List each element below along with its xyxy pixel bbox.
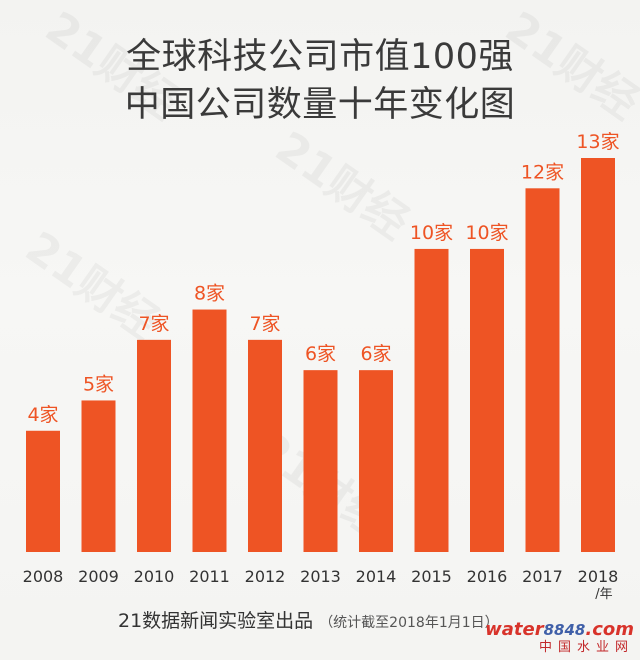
data-label-2018: 13家 <box>576 131 619 153</box>
site-watermark-logo: water8848.com 中国水业网 <box>485 619 634 655</box>
bar-2009 <box>81 400 116 552</box>
bar-chart: 4家 2008 5家 2009 7家 2010 8家 2011 7家 2012 6家 2013 6家 20… <box>23 131 620 600</box>
x-tick-label-2013: 2013 <box>300 567 341 586</box>
bar-2016 <box>470 248 504 552</box>
chart-title-line-1: 全球科技公司市值100强 <box>126 37 514 77</box>
chart-footer: 21数据新闻实验室出品 （统计截至2018年1月1日） <box>118 606 499 633</box>
date-note: （统计截至2018年1月1日） <box>319 615 499 631</box>
x-tick-label-2012: 2012 <box>245 567 286 586</box>
x-axis-unit-label: /年 <box>595 587 612 600</box>
data-label-2009: 5家 <box>83 373 114 395</box>
x-tick-label-2009: 2009 <box>78 567 119 586</box>
x-tick-label-2011: 2011 <box>189 567 230 586</box>
bar-2017 <box>525 188 560 553</box>
x-tick-label-2015: 2015 <box>411 567 452 586</box>
bar-2012 <box>248 339 282 552</box>
x-tick-label-2014: 2014 <box>356 567 397 586</box>
bar-2013 <box>303 370 338 552</box>
bar-2008 <box>26 430 60 552</box>
chart-title-line-2: 中国公司数量十年变化图 <box>124 85 516 125</box>
data-label-2017: 12家 <box>521 161 564 183</box>
bar-2010 <box>137 339 171 552</box>
bar-2018 <box>581 158 615 552</box>
data-label-2014: 6家 <box>360 343 391 365</box>
x-tick-label-2010: 2010 <box>134 567 175 586</box>
x-tick-label-2017: 2017 <box>522 567 563 586</box>
data-label-2012: 7家 <box>249 313 280 335</box>
x-tick-label-2016: 2016 <box>467 567 508 586</box>
data-label-2013: 6家 <box>305 343 336 365</box>
bar-2015 <box>414 248 449 552</box>
x-tick-label-2018: 2018 <box>578 567 619 586</box>
data-label-2011: 8家 <box>194 283 225 305</box>
data-label-2016: 10家 <box>465 222 508 244</box>
source-credit: 21数据新闻实验室出品 <box>118 610 314 632</box>
data-label-2015: 10家 <box>410 222 453 244</box>
data-label-2008: 4家 <box>27 404 58 426</box>
bar-2011 <box>192 309 227 552</box>
bar-2014 <box>359 370 393 552</box>
data-label-2010: 7家 <box>138 313 169 335</box>
x-tick-label-2008: 2008 <box>23 567 64 586</box>
